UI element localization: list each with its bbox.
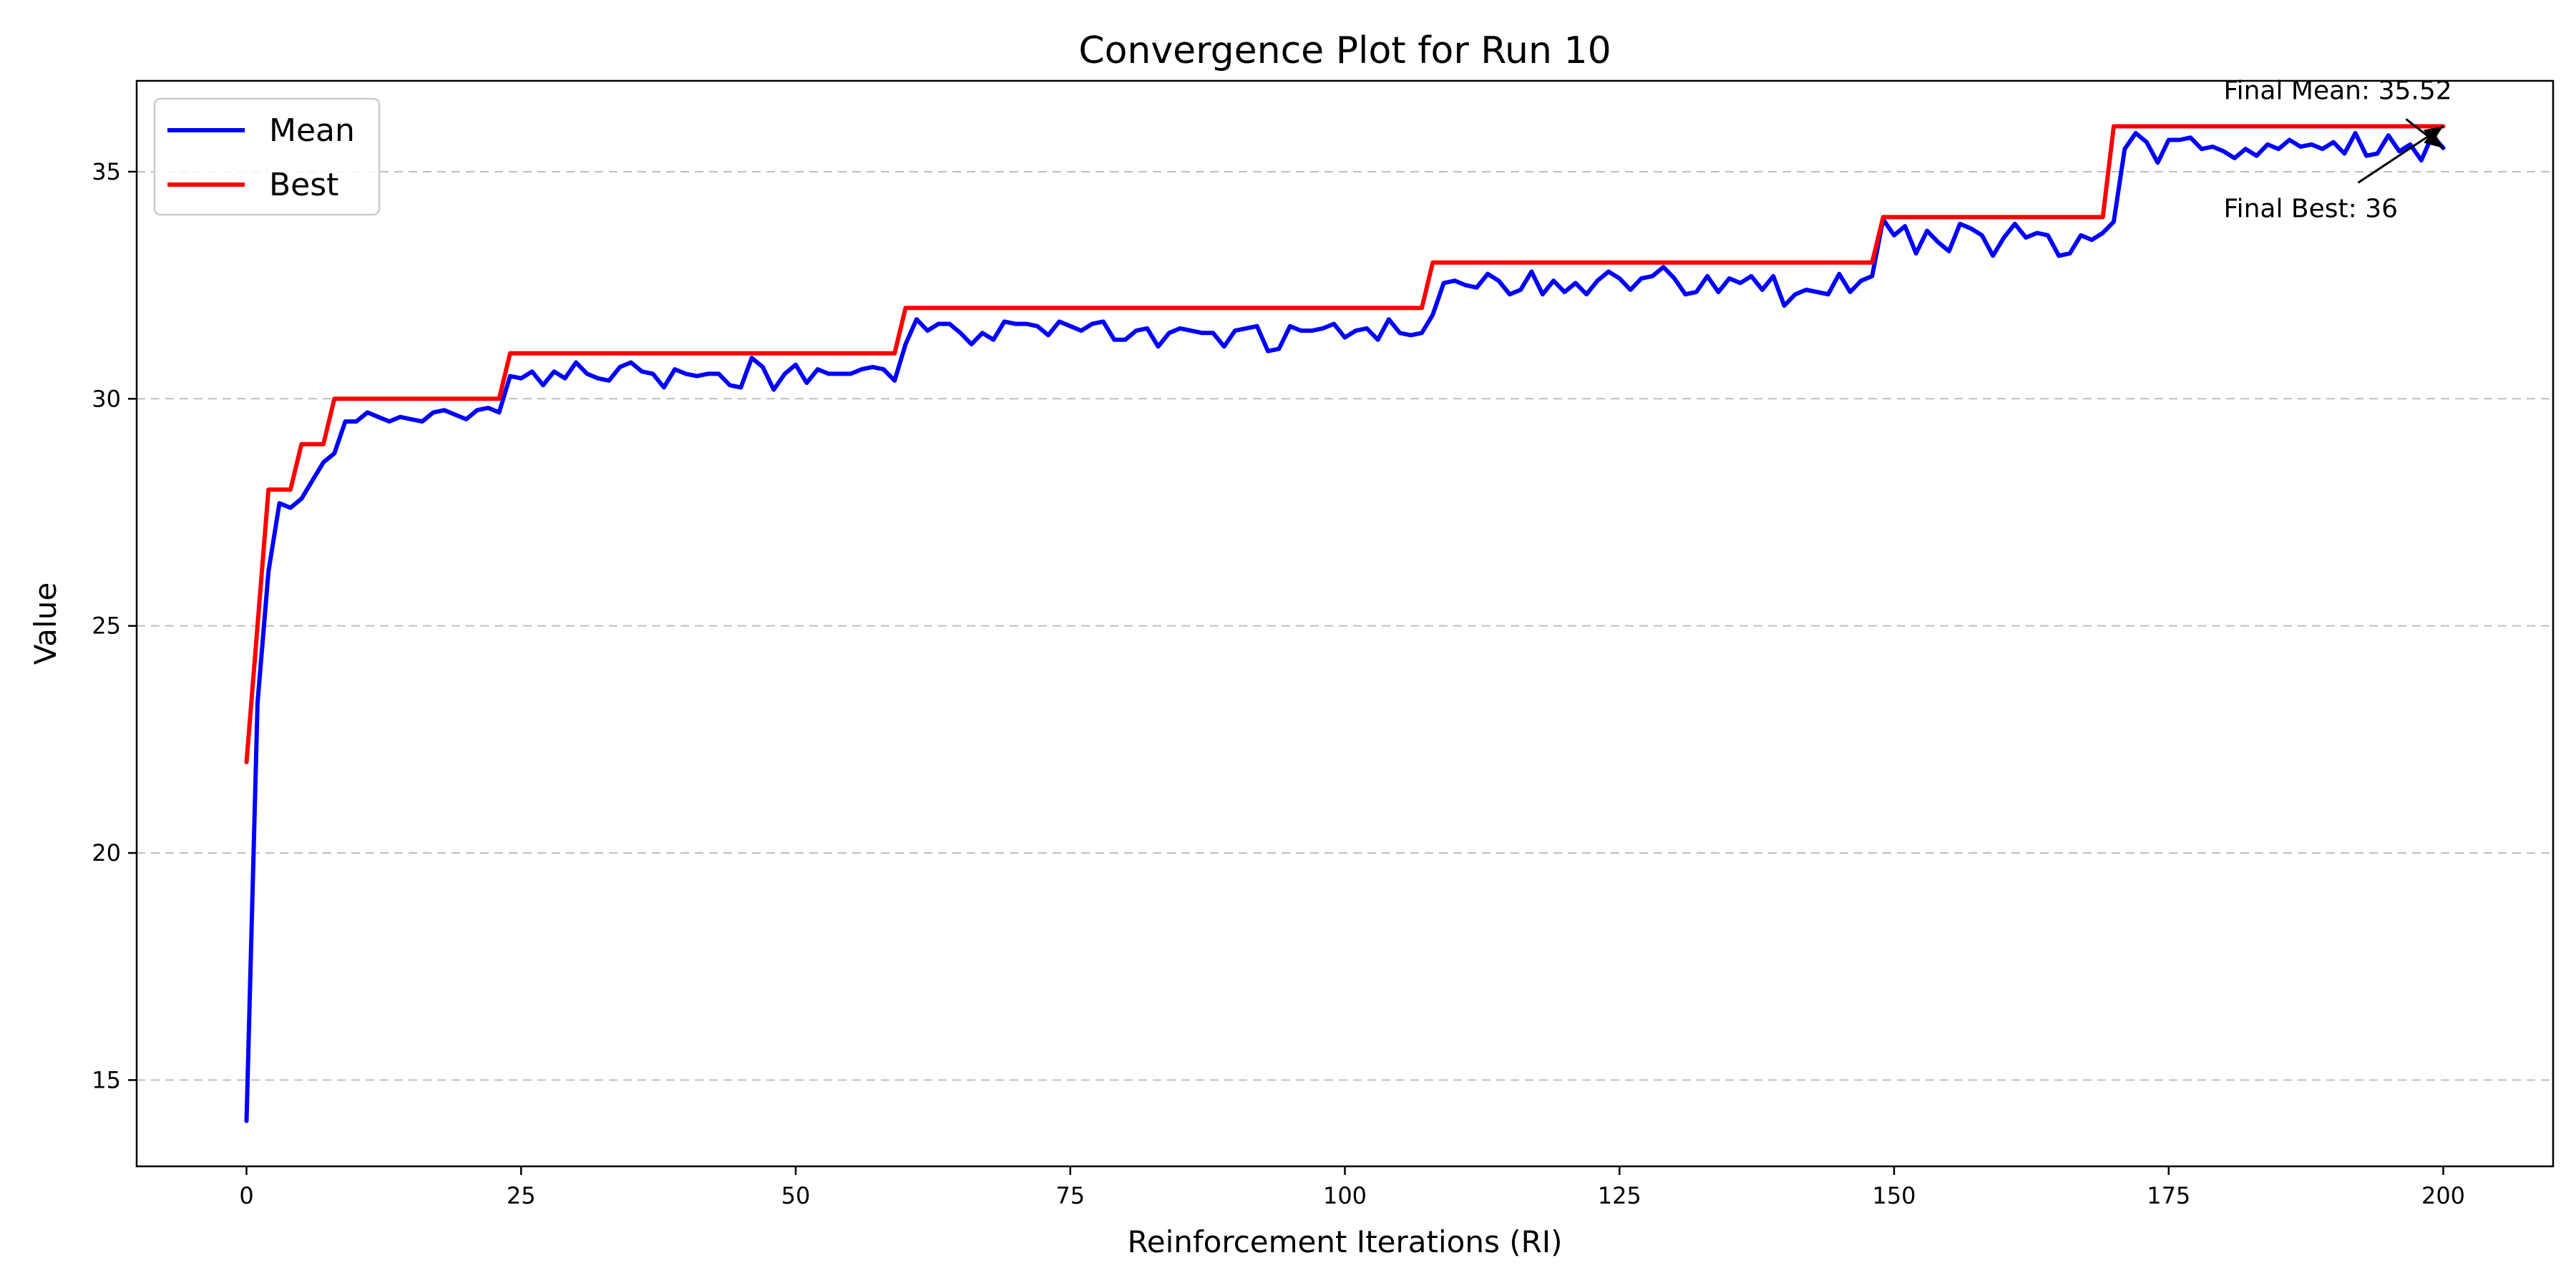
- x-axis-label: Reinforcement Iterations (RI): [1127, 1224, 1562, 1259]
- legend: Mean Best: [153, 97, 381, 216]
- x-tick-label: 150: [1872, 1182, 1916, 1209]
- x-tick-label: 50: [781, 1182, 811, 1209]
- x-tick-label: 0: [239, 1182, 253, 1209]
- x-tick-label: 100: [1323, 1182, 1367, 1209]
- annotation-label: Final Best: 36: [2224, 194, 2399, 223]
- y-tick-label: 15: [92, 1066, 121, 1093]
- x-axis: 0 25 50 75 100 125 150 175 200: [239, 1166, 2465, 1209]
- annotation-label: Final Mean: 35.52: [2224, 76, 2452, 105]
- series-layer: [244, 124, 2446, 1123]
- series-line-best: [244, 124, 2446, 765]
- annotations: Final Mean: 35.52 Final Best: 36: [2224, 76, 2452, 223]
- annotation-arrowhead: [2423, 126, 2444, 144]
- y-tick-label: 30: [92, 385, 121, 412]
- y-tick-label: 20: [92, 839, 121, 867]
- y-axis-label: Value: [28, 582, 63, 665]
- x-tick-label: 125: [1598, 1182, 1641, 1209]
- legend-label-best: Best: [269, 167, 338, 203]
- y-axis: 15 20 25 30 35: [92, 158, 137, 1093]
- legend-label-mean: Mean: [269, 112, 355, 149]
- y-tick-label: 25: [92, 613, 121, 640]
- series-line-mean: [244, 131, 2446, 1123]
- y-tick-label: 35: [92, 158, 121, 185]
- x-tick-label: 75: [1055, 1182, 1085, 1209]
- x-tick-label: 175: [2147, 1182, 2190, 1209]
- x-tick-label: 25: [507, 1182, 536, 1209]
- x-tick-label: 200: [2421, 1182, 2465, 1209]
- chart-title: Convergence Plot for Run 10: [1078, 29, 1611, 72]
- grid-lines: [137, 170, 2553, 1081]
